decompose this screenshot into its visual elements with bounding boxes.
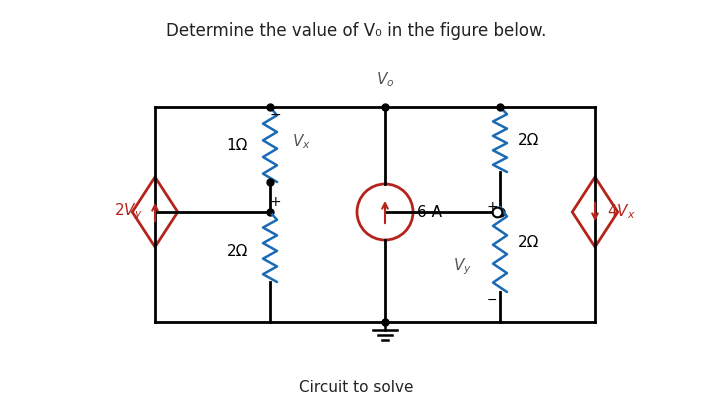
Text: +: + [270,195,281,209]
Text: $2V_y$: $2V_y$ [115,202,143,222]
Text: Circuit to solve: Circuit to solve [299,380,414,395]
Text: +: + [486,200,498,214]
Text: $V_o$: $V_o$ [376,70,394,89]
Text: 2Ω: 2Ω [518,133,539,148]
Text: $V_x$: $V_x$ [292,133,311,151]
Text: $V_y$: $V_y$ [453,257,472,277]
Text: 2Ω: 2Ω [518,234,539,249]
Text: Determine the value of V₀ in the figure below.: Determine the value of V₀ in the figure … [166,22,546,40]
Text: 6 A: 6 A [417,204,442,219]
Text: −: − [270,108,281,122]
Text: 2Ω: 2Ω [227,244,248,259]
Text: $4V_x$: $4V_x$ [607,203,635,221]
Text: 1Ω: 1Ω [227,138,248,153]
Text: −: − [487,294,497,306]
